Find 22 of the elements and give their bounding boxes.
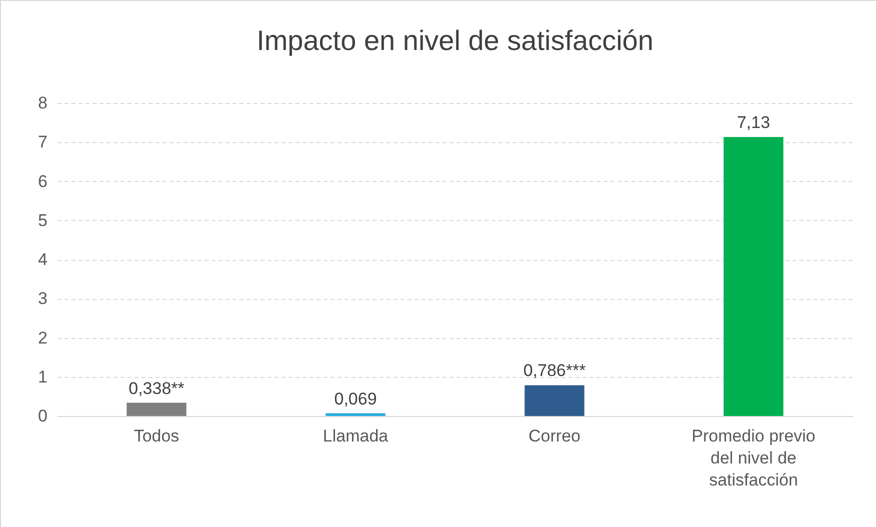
chart-title: Impacto en nivel de satisfacción xyxy=(256,25,654,56)
data-label: 0,786*** xyxy=(523,361,586,380)
y-tick-label: 6 xyxy=(38,172,48,191)
x-tick-label: Todos xyxy=(134,426,180,446)
x-tick-label: Correo xyxy=(528,426,580,446)
y-tick-label: 2 xyxy=(38,328,48,348)
data-label: 0,069 xyxy=(334,389,377,408)
data-label: 7,13 xyxy=(736,113,770,132)
bar xyxy=(326,413,386,416)
data-label: 0,338** xyxy=(128,378,185,398)
bar xyxy=(126,402,186,416)
y-tick-label: 0 xyxy=(38,406,48,426)
y-tick-label: 4 xyxy=(38,250,48,269)
bar xyxy=(724,137,784,416)
y-tick-label: 1 xyxy=(38,367,48,386)
bar xyxy=(524,385,584,416)
y-tick-label: 8 xyxy=(38,94,48,112)
y-tick-label: 5 xyxy=(38,210,48,230)
y-tick-label: 7 xyxy=(38,132,48,152)
x-tick-label: Promedio previo del nivel de satisfacción xyxy=(692,426,816,490)
x-tick-label: Llamada xyxy=(322,426,389,446)
y-tick-label: 3 xyxy=(38,289,48,308)
